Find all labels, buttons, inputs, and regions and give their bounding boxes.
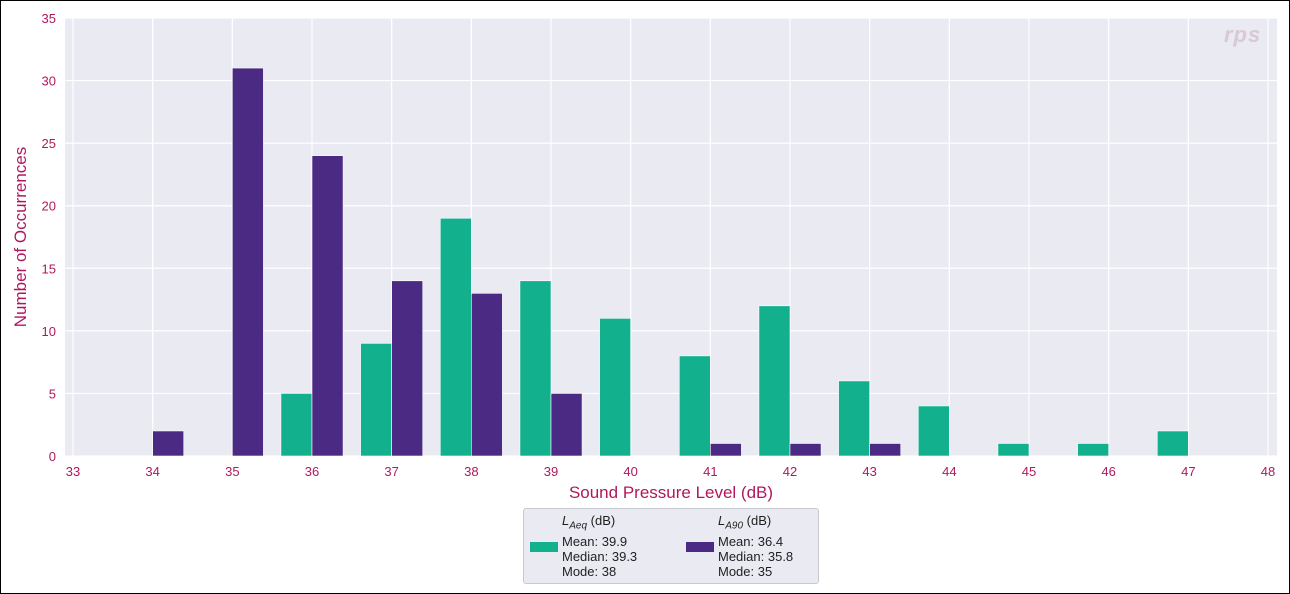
- y-tick-label: 30: [42, 74, 56, 89]
- x-tick-label: 38: [464, 464, 478, 479]
- laeq-bar: [758, 305, 791, 457]
- x-tick-label: 35: [225, 464, 239, 479]
- laeq-bar: [838, 380, 870, 457]
- y-tick-label: 10: [42, 324, 56, 339]
- legend-title-laeq: LAeq (dB): [562, 513, 616, 532]
- x-tick-label: 33: [66, 464, 80, 479]
- bars: [152, 67, 1189, 457]
- legend-median-laeq: Median: 39.3: [562, 548, 638, 564]
- legend-swatch-laeq: [530, 542, 558, 552]
- x-tick-label: 41: [703, 464, 717, 479]
- x-tick-label: 43: [862, 464, 876, 479]
- x-tick-label: 39: [544, 464, 558, 479]
- laeq-bar: [917, 405, 950, 457]
- y-axis-title: Number of Occurrences: [11, 147, 30, 327]
- legend-median-la90: Median: 35.8: [718, 548, 794, 564]
- x-tick-label: 34: [145, 464, 159, 479]
- laeq-bar: [997, 443, 1030, 457]
- legend-mean-la90: Mean: 36.4: [718, 533, 784, 549]
- x-tick-label: 36: [305, 464, 319, 479]
- y-tick-label: 20: [42, 199, 56, 214]
- legend-mean-laeq: Mean: 39.9: [562, 533, 628, 549]
- x-tick-label: 42: [783, 464, 797, 479]
- laeq-bar: [360, 343, 392, 457]
- x-tick-label: 44: [942, 464, 956, 479]
- plot-area: [65, 18, 1277, 456]
- la90-bar: [391, 280, 424, 457]
- y-tick-label: 0: [49, 449, 56, 464]
- laeq-bar: [1156, 430, 1189, 457]
- la90-bar: [232, 67, 264, 457]
- x-tick-label: 46: [1101, 464, 1115, 479]
- la90-bar: [550, 393, 583, 457]
- y-tick-label: 35: [42, 11, 56, 26]
- la90-bar: [789, 443, 822, 457]
- legend-entry-la90: LA90 (dB) Mean: 36.4 Median: 35.8 Mode: …: [718, 513, 793, 579]
- laeq-bar: [439, 217, 472, 457]
- x-axis-title: Sound Pressure Level (dB): [569, 483, 773, 502]
- rps-logo: rps: [1224, 22, 1262, 47]
- y-tick-label: 25: [42, 136, 56, 151]
- la90-bar: [471, 293, 503, 457]
- la90-bar: [710, 443, 742, 457]
- laeq-bar: [519, 280, 552, 457]
- x-tick-label: 48: [1261, 464, 1275, 479]
- legend-mode-la90: Mode: 35: [718, 563, 773, 579]
- la90-bar: [869, 443, 902, 457]
- y-tick-label: 15: [42, 261, 56, 276]
- ticks: 33 34 35 36 37 38 39 40 41 42 43 44 45 46 47 48 0 5 10 15 20…: [42, 11, 1276, 479]
- x-tick-label: 45: [1022, 464, 1036, 479]
- legend-swatch-la90: [686, 542, 714, 552]
- legend: LAeq (dB) Mean: 39.9 Median: 39.3 Mode: …: [523, 508, 819, 584]
- x-tick-label: 37: [384, 464, 398, 479]
- legend-title-la90: LA90 (dB): [718, 513, 772, 532]
- laeq-bar: [678, 355, 711, 457]
- laeq-bar: [1077, 443, 1109, 457]
- laeq-bar: [599, 318, 631, 457]
- legend-entry-laeq: LAeq (dB) Mean: 39.9 Median: 39.3 Mode: …: [562, 513, 637, 579]
- la90-bar: [152, 430, 185, 457]
- la90-bar: [311, 155, 344, 457]
- x-tick-label: 47: [1181, 464, 1195, 479]
- y-tick-label: 5: [49, 386, 56, 401]
- x-tick-label: 40: [623, 464, 637, 479]
- legend-mode-laeq: Mode: 38: [562, 563, 617, 579]
- laeq-bar: [280, 393, 313, 457]
